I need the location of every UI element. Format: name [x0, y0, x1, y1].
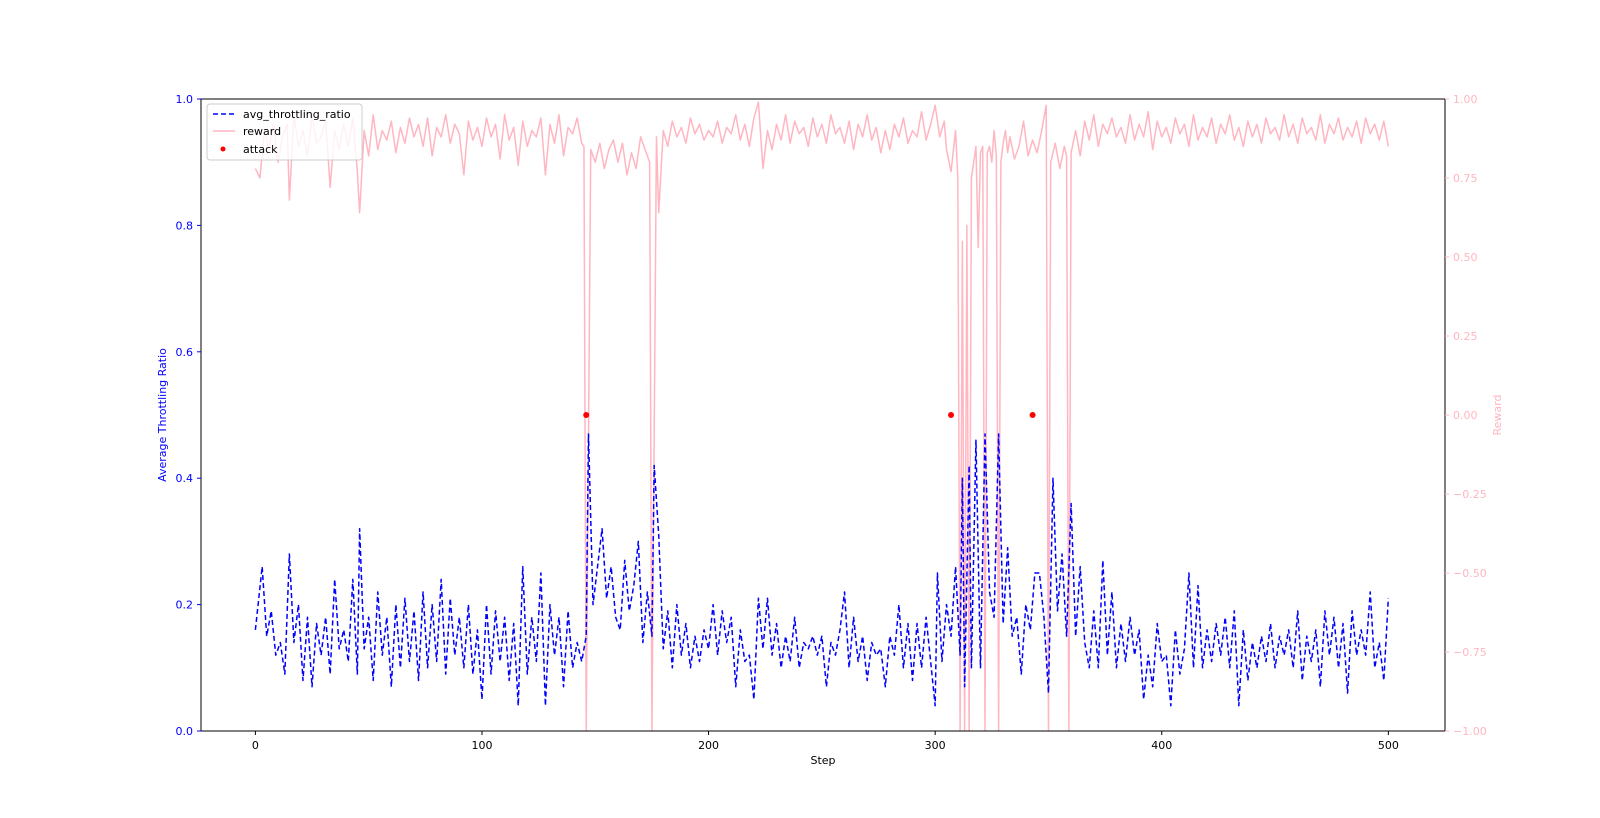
legend-attack-label: attack [243, 143, 278, 156]
attack-point [1029, 412, 1036, 418]
legend-reward-label: reward [243, 125, 281, 138]
y-left-tick-label: 0.0 [176, 725, 194, 738]
y-right-tick-label: 0.50 [1453, 251, 1478, 264]
y-right-tick-label: 1.00 [1453, 93, 1478, 106]
legend: avg_throttling_ratio reward attack [206, 103, 363, 161]
y-axis-left-label: Average Throttling Ratio [156, 348, 169, 482]
reward-line [254, 101, 1390, 731]
y-right-tick-label: 0.00 [1453, 409, 1478, 422]
y-right-tick-label: 0.75 [1453, 172, 1478, 185]
y-left-tick-label: 0.4 [176, 472, 194, 485]
y-right-tick-label: 0.25 [1453, 330, 1478, 343]
throttling-ratio-line [254, 433, 1390, 707]
legend-attack-swatch [220, 146, 226, 152]
y-right-tick-label: −1.00 [1453, 725, 1487, 738]
legend-throttling-label: avg_throttling_ratio [243, 108, 351, 121]
attack-point [583, 412, 590, 418]
y-axis-right-label: Reward [1491, 395, 1504, 436]
x-tick-label: 400 [1151, 739, 1172, 752]
y-left-tick-label: 1.0 [176, 93, 194, 106]
y-left-tick-label: 0.2 [176, 599, 194, 612]
x-tick-label: 300 [925, 739, 946, 752]
x-tick-label: 0 [252, 739, 259, 752]
attack-point [948, 412, 955, 418]
y-left-tick-label: 0.6 [176, 346, 194, 359]
x-axis-label: Step [810, 754, 835, 767]
y-right-tick-label: −0.75 [1453, 646, 1487, 659]
x-tick-label: 200 [698, 739, 719, 752]
x-tick-label: 500 [1378, 739, 1399, 752]
y-right-tick-label: −0.25 [1453, 488, 1487, 501]
x-tick-label: 100 [471, 739, 492, 752]
y-right-tick-label: −0.50 [1453, 567, 1487, 580]
y-left-tick-label: 0.8 [176, 219, 194, 232]
legend-box [206, 103, 363, 161]
